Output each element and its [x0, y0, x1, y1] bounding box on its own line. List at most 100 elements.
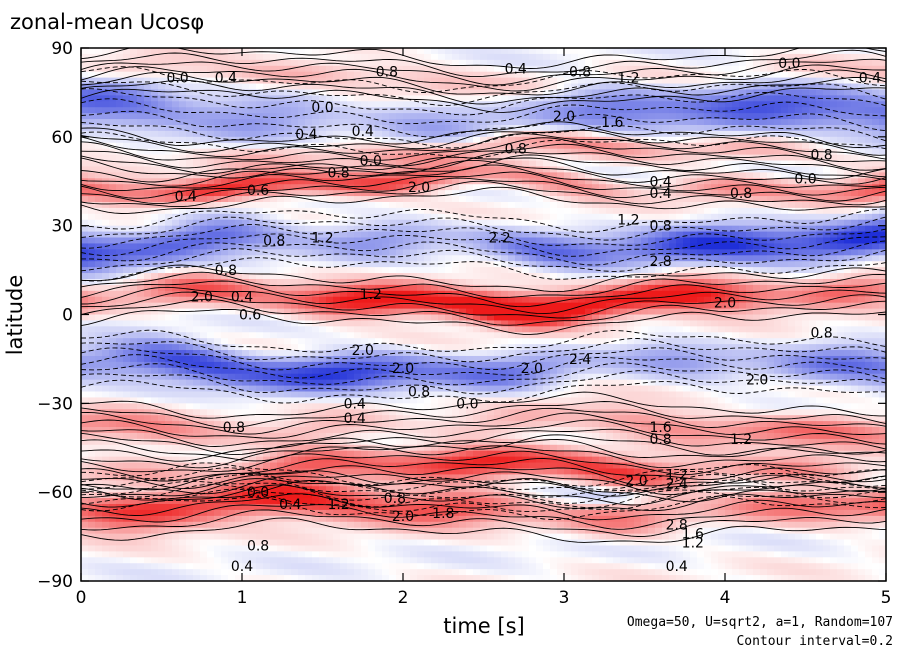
heatmap-cell: [151, 515, 159, 523]
heatmap-cell: [284, 474, 292, 481]
heatmap-cell: [151, 225, 159, 233]
heatmap-cell: [312, 124, 320, 132]
heatmap-cell: [151, 71, 159, 79]
heatmap-cell: [123, 350, 131, 357]
heatmap-cell: [284, 563, 292, 570]
heatmap-cell: [375, 243, 383, 250]
heatmap-cell: [151, 95, 159, 102]
heatmap-cell: [130, 77, 138, 85]
heatmap-cell: [158, 190, 166, 197]
heatmap-cell: [291, 65, 299, 73]
heatmap-cell: [165, 160, 173, 168]
heatmap-cell: [445, 142, 453, 150]
heatmap-cell: [137, 456, 145, 464]
heatmap-cell: [403, 124, 411, 132]
heatmap-cell: [200, 89, 208, 96]
heatmap-cell: [410, 95, 418, 102]
heatmap-cell: [228, 249, 236, 256]
heatmap-cell: [452, 249, 460, 256]
heatmap-cell: [193, 219, 201, 227]
heatmap-cell: [319, 119, 327, 126]
heatmap-cell: [277, 367, 285, 375]
heatmap-cell: [81, 438, 89, 446]
heatmap-cell: [347, 273, 355, 280]
heatmap-cell: [151, 320, 159, 327]
heatmap-cell: [193, 130, 201, 138]
heatmap-cell: [333, 314, 341, 322]
heatmap-cell: [123, 290, 131, 298]
heatmap-cell: [361, 355, 369, 363]
heatmap-cell: [333, 249, 341, 256]
heatmap-cell: [123, 504, 131, 511]
heatmap-cell: [347, 557, 355, 564]
heatmap-cell: [298, 190, 306, 197]
heatmap-cell: [270, 207, 278, 215]
heatmap-cell: [270, 142, 278, 150]
heatmap-cell: [326, 219, 334, 227]
heatmap-cell: [340, 136, 348, 144]
heatmap-cell: [445, 278, 453, 286]
heatmap-cell: [130, 385, 138, 393]
heatmap-cell: [326, 355, 334, 363]
heatmap-cell: [298, 249, 306, 256]
heatmap-cell: [424, 569, 432, 576]
heatmap-cell: [95, 498, 103, 505]
heatmap-cell: [165, 355, 173, 363]
heatmap-cell: [291, 101, 299, 108]
heatmap-cell: [165, 273, 173, 280]
heatmap-cell: [193, 65, 201, 73]
heatmap-cell: [221, 521, 229, 529]
heatmap-cell: [361, 527, 369, 535]
heatmap-cell: [382, 474, 390, 481]
heatmap-cell: [249, 509, 257, 517]
heatmap-cell: [193, 290, 201, 298]
heatmap-cell: [207, 296, 215, 304]
heatmap-cell: [88, 48, 96, 55]
heatmap-cell: [382, 450, 390, 458]
heatmap-cell: [354, 332, 362, 339]
heatmap-cell: [298, 308, 306, 316]
heatmap-cell: [319, 77, 327, 85]
heatmap-cell: [158, 569, 166, 576]
heatmap-cell: [123, 373, 131, 381]
heatmap-cell: [81, 148, 89, 156]
heatmap-cell: [207, 95, 215, 102]
heatmap-cell: [137, 302, 145, 310]
heatmap-cell: [305, 296, 313, 304]
heatmap-cell: [466, 184, 474, 191]
heatmap-cell: [438, 83, 446, 91]
heatmap-cell: [221, 432, 229, 440]
heatmap-cell: [312, 361, 320, 369]
heatmap-cell: [361, 314, 369, 322]
heatmap-cell: [284, 136, 292, 144]
heatmap-cell: [445, 184, 453, 191]
heatmap-cell: [207, 468, 215, 475]
heatmap-cell: [368, 278, 376, 286]
heatmap-cell: [165, 95, 173, 102]
heatmap-cell: [382, 101, 390, 108]
heatmap-cell: [221, 344, 229, 351]
heatmap-cell: [95, 427, 103, 434]
heatmap-cell: [249, 551, 257, 558]
heatmap-cell: [137, 326, 145, 333]
heatmap-cell: [410, 373, 418, 381]
heatmap-cell: [137, 527, 145, 535]
heatmap-cell: [158, 278, 166, 286]
heatmap-cell: [263, 154, 271, 162]
heatmap-cell: [305, 83, 313, 91]
heatmap-cell: [382, 521, 390, 529]
heatmap-cell: [193, 243, 201, 250]
heatmap-cell: [417, 48, 425, 55]
heatmap-cell: [207, 344, 215, 351]
heatmap-cell: [333, 154, 341, 162]
heatmap-cell: [312, 237, 320, 245]
heatmap-cell: [193, 462, 201, 470]
heatmap-cell: [445, 361, 453, 369]
heatmap-cell: [431, 415, 439, 422]
heatmap-cell: [291, 427, 299, 434]
heatmap-cell: [81, 320, 89, 327]
heatmap-cell: [326, 415, 334, 422]
heatmap-cell: [158, 119, 166, 126]
heatmap-cell: [193, 261, 201, 268]
heatmap-cell: [347, 136, 355, 144]
